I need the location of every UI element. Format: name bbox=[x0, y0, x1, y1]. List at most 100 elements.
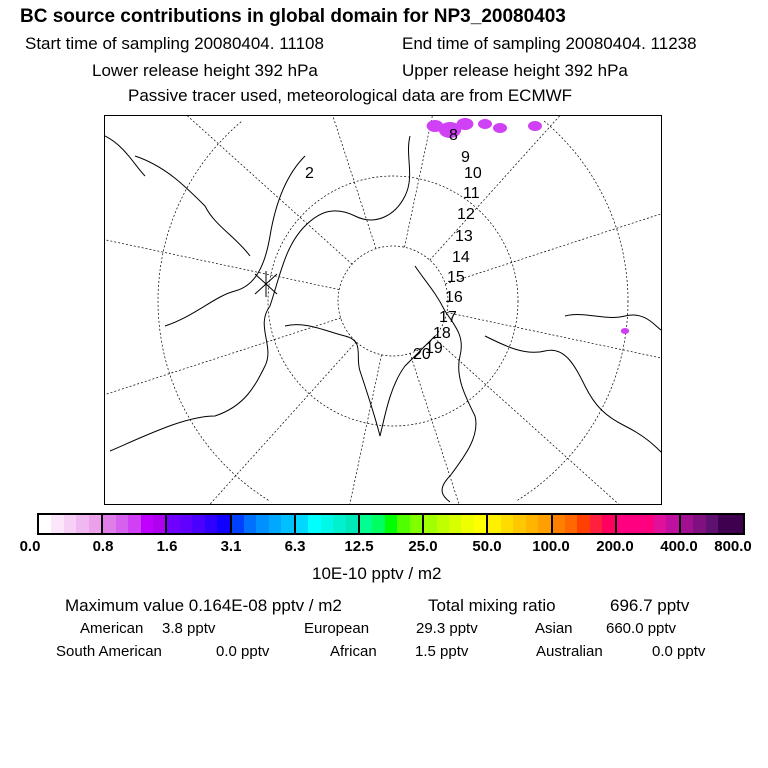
colorbar-cell bbox=[577, 515, 590, 533]
polar-map: 2 8 9 10 11 12 13 14 15 16 17 18 19 20 bbox=[104, 115, 662, 505]
colorbar-cell bbox=[372, 515, 385, 533]
meridian-line bbox=[187, 116, 353, 265]
colorbar-segment bbox=[165, 515, 230, 533]
colorbar-cell bbox=[76, 515, 89, 533]
colorbar-cell bbox=[449, 515, 462, 533]
colorbar-cell bbox=[705, 515, 719, 533]
trajectory-label: 10 bbox=[464, 165, 482, 182]
upper-release-height: Upper release height 392 hPa bbox=[402, 61, 628, 80]
colorbar-cell bbox=[730, 515, 744, 533]
colorbar-unit: 10E-10 pptv / m2 bbox=[312, 564, 442, 583]
trajectory-label: 13 bbox=[455, 228, 473, 245]
concentration-patch bbox=[620, 328, 630, 334]
coastlines bbox=[105, 135, 661, 503]
colorbar-cell bbox=[345, 515, 358, 533]
colorbar-segment bbox=[357, 515, 423, 533]
region-value: 1.5 pptv bbox=[415, 643, 469, 660]
colorbar-cell bbox=[88, 515, 102, 533]
colorbar-cell bbox=[115, 515, 129, 533]
meridian-line bbox=[332, 116, 377, 249]
trajectory-label: 18 bbox=[433, 325, 451, 342]
chart-title: BC source contributions in global domain… bbox=[20, 6, 566, 27]
concentration-patch bbox=[528, 121, 542, 131]
start-time: Start time of sampling 20080404. 11108 bbox=[25, 34, 324, 53]
region-name: Asian bbox=[535, 620, 573, 637]
colorbar-cell bbox=[217, 515, 230, 533]
colorbar-cell bbox=[616, 515, 630, 533]
colorbar-cell bbox=[103, 515, 116, 533]
colorbar-cell bbox=[718, 515, 731, 533]
coastline bbox=[105, 135, 146, 177]
colorbar-cell bbox=[488, 515, 501, 533]
colorbar-tick-label: 6.3 bbox=[284, 538, 306, 555]
latitude-circle bbox=[157, 120, 629, 501]
end-time: End time of sampling 20080404. 11238 bbox=[402, 34, 697, 53]
colorbar-cell bbox=[51, 515, 64, 533]
colorbar-cell bbox=[320, 515, 334, 533]
colorbar-tick-label: 50.0 bbox=[472, 538, 502, 555]
meridian-line bbox=[446, 312, 661, 359]
region-name: American bbox=[80, 620, 144, 637]
max-value: Maximum value 0.164E-08 pptv / m2 bbox=[65, 596, 342, 615]
colorbar-cell bbox=[268, 515, 282, 533]
tracer-info: Passive tracer used, meteorological data… bbox=[128, 86, 573, 105]
meridian-line bbox=[409, 353, 460, 504]
colorbar-cell bbox=[140, 515, 153, 533]
colorbar-tick-label: 800.0 bbox=[714, 538, 752, 555]
colorbar-segment bbox=[39, 515, 102, 533]
concentration-patch bbox=[438, 122, 462, 138]
meridian-line bbox=[404, 116, 433, 248]
colorbar-cell bbox=[179, 515, 193, 533]
trajectory-label: 12 bbox=[457, 206, 475, 223]
region-value: 660.0 pptv bbox=[606, 620, 677, 637]
coastline bbox=[484, 335, 661, 453]
meridian-line bbox=[209, 341, 357, 504]
colorbar-cell bbox=[629, 515, 642, 533]
colorbar-cell bbox=[204, 515, 218, 533]
colorbar-cell bbox=[256, 515, 269, 533]
meridian-line bbox=[105, 239, 340, 290]
colorbar-tick-label: 0.8 bbox=[92, 538, 114, 555]
colorbar-cell bbox=[63, 515, 77, 533]
trajectory-label: 8 bbox=[449, 127, 458, 144]
colorbar-cell bbox=[39, 515, 52, 533]
region-name: European bbox=[304, 620, 370, 637]
trajectory-label: 15 bbox=[447, 269, 465, 286]
colorbar-cell bbox=[436, 515, 449, 533]
colorbar-cell bbox=[167, 515, 180, 533]
colorbar-cell bbox=[525, 515, 539, 533]
region-name: Australian bbox=[536, 643, 603, 660]
coastline bbox=[134, 155, 251, 257]
meridian-line bbox=[433, 337, 619, 504]
region-value: 3.8 pptv bbox=[162, 620, 216, 637]
region-value: 0.0 pptv bbox=[652, 643, 706, 660]
colorbar-cell bbox=[641, 515, 654, 533]
colorbar-cell bbox=[128, 515, 141, 533]
concentration-field bbox=[426, 118, 630, 334]
trajectory-label: 2 bbox=[305, 165, 314, 182]
trajectory-label: 14 bbox=[452, 249, 470, 266]
colorbar-cell bbox=[308, 515, 321, 533]
colorbar-tick-label: 400.0 bbox=[660, 538, 698, 555]
colorbar-segment bbox=[422, 515, 487, 533]
colorbar-tick-label: 25.0 bbox=[408, 538, 438, 555]
latitude-circle bbox=[337, 245, 449, 357]
release-point-icon bbox=[254, 271, 278, 297]
colorbar-tick-label: 1.6 bbox=[156, 538, 178, 555]
colorbar-cell bbox=[281, 515, 294, 533]
colorbar bbox=[37, 513, 745, 535]
colorbar-cell bbox=[152, 515, 166, 533]
concentration-patch bbox=[478, 119, 492, 129]
colorbar-cell bbox=[693, 515, 706, 533]
trajectory-label: 20 bbox=[413, 346, 431, 363]
concentration-patch bbox=[456, 118, 474, 130]
coastline bbox=[284, 324, 436, 437]
colorbar-cell bbox=[513, 515, 526, 533]
colorbar-cell bbox=[666, 515, 679, 533]
colorbar-tick-label: 12.5 bbox=[344, 538, 374, 555]
colorbar-cell bbox=[244, 515, 257, 533]
trajectory-label: 17 bbox=[439, 309, 457, 326]
